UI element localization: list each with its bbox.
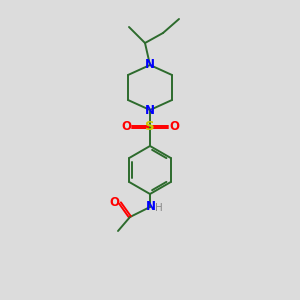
- Text: O: O: [109, 196, 119, 209]
- Text: S: S: [145, 121, 155, 134]
- Text: O: O: [121, 121, 131, 134]
- Text: N: N: [145, 58, 155, 71]
- Text: N: N: [145, 103, 155, 116]
- Text: O: O: [169, 121, 179, 134]
- Text: N: N: [146, 200, 156, 214]
- Text: H: H: [155, 203, 163, 213]
